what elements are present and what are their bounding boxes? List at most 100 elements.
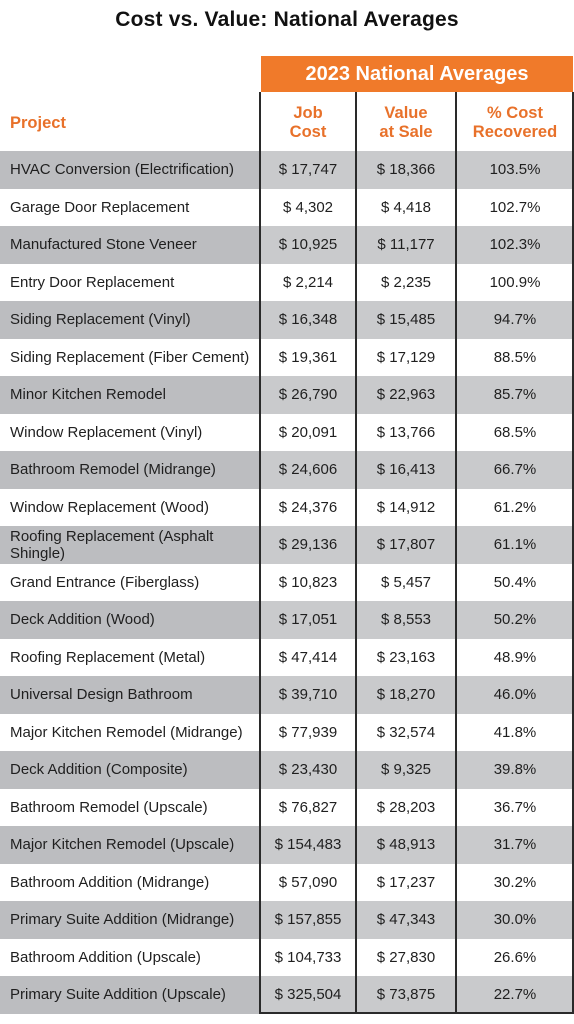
job-cost-cell: $ 47,414 — [278, 648, 338, 666]
table-row: Minor Kitchen Remodel $ 26,790 $ 22,963 85.… — [0, 376, 574, 414]
column-divider — [455, 92, 457, 1014]
job-cost-cell: $ 16,348 — [261, 301, 355, 339]
project-cell: Roofing Replacement (Metal) — [10, 648, 206, 666]
table-row: HVAC Conversion (Electrification) $ 17,74… — [0, 151, 574, 189]
pct-recovered-cell: 50.2% — [457, 601, 573, 639]
job-cost-cell: $ 10,823 — [278, 573, 338, 591]
job-cost-cell: $ 157,855 — [261, 901, 355, 939]
table-row: Primary Suite Addition (Upscale) $ 325,50… — [0, 976, 574, 1014]
column-header-value-at-sale: Value at Sale — [379, 104, 433, 141]
project-cell: Window Replacement (Vinyl) — [10, 423, 203, 441]
value-at-sale-cell: $ 16,413 — [357, 451, 455, 489]
job-cost-cell: $ 29,136 — [261, 526, 355, 564]
pct-recovered-cell: 100.9% — [489, 273, 541, 291]
table-row: Bathroom Remodel (Midrange) $ 24,606 $ 16,… — [0, 451, 574, 489]
group-header: 2023 National Averages — [261, 56, 573, 92]
project-cell: Garage Door Replacement — [10, 198, 190, 216]
job-cost-cell: $ 77,939 — [278, 723, 338, 741]
job-cost-cell: $ 76,827 — [278, 798, 338, 816]
project-cell: Major Kitchen Remodel (Upscale) — [10, 836, 235, 854]
pct-recovered-cell: 88.5% — [493, 348, 537, 366]
job-cost-cell: $ 20,091 — [278, 423, 338, 441]
value-at-sale-cell: $ 17,807 — [357, 526, 455, 564]
pct-recovered-cell: 26.6% — [493, 948, 537, 966]
pct-recovered-cell: 61.2% — [493, 498, 537, 516]
value-at-sale-cell: $ 2,235 — [380, 273, 432, 291]
table-row: Major Kitchen Remodel (Midrange) $ 77,939… — [0, 714, 574, 752]
column-header-project: Project — [10, 113, 66, 132]
job-cost-cell: $ 10,925 — [261, 226, 355, 264]
project-cell: Siding Replacement (Fiber Cement) — [10, 348, 250, 366]
value-at-sale-cell: $ 15,485 — [357, 301, 455, 339]
pct-recovered-cell: 50.4% — [493, 573, 537, 591]
table-row: Roofing Replacement (Metal) $ 47,414 $ 23,… — [0, 639, 574, 677]
value-at-sale-cell: $ 17,129 — [376, 348, 436, 366]
project-cell: Deck Addition (Wood) — [10, 611, 155, 629]
pct-recovered-cell: 30.0% — [457, 901, 573, 939]
table-row: Window Replacement (Wood) $ 24,376 $ 14,91… — [0, 489, 574, 527]
job-cost-cell: $ 26,790 — [261, 376, 355, 414]
value-at-sale-cell: $ 23,163 — [376, 648, 436, 666]
pct-recovered-cell: 102.7% — [489, 198, 541, 216]
pct-recovered-cell: 30.2% — [493, 873, 537, 891]
job-cost-cell: $ 23,430 — [261, 751, 355, 789]
job-cost-cell: $ 17,747 — [261, 151, 355, 189]
column-divider — [572, 92, 574, 1014]
table-row: Deck Addition (Wood) $ 17,051 $ 8,553 50.2% — [0, 601, 574, 639]
project-cell: Major Kitchen Remodel (Midrange) — [10, 723, 243, 741]
project-cell: Manufactured Stone Veneer — [10, 236, 197, 254]
table-bottom-rule — [261, 1012, 574, 1014]
project-cell: Bathroom Addition (Midrange) — [10, 873, 210, 891]
pct-recovered-cell: 61.1% — [457, 526, 573, 564]
pct-recovered-cell: 66.7% — [457, 451, 573, 489]
value-at-sale-cell: $ 27,830 — [376, 948, 436, 966]
table-body: HVAC Conversion (Electrification) $ 17,74… — [0, 151, 574, 1014]
table-row: Bathroom Remodel (Upscale) $ 76,827 $ 28,2… — [0, 789, 574, 827]
pct-recovered-cell: 94.7% — [457, 301, 573, 339]
column-header-job-cost: Job Cost — [289, 104, 327, 141]
pct-recovered-cell: 103.5% — [457, 151, 573, 189]
job-cost-cell: $ 57,090 — [278, 873, 338, 891]
table-row: Garage Door Replacement $ 4,302 $ 4,418 102… — [0, 189, 574, 227]
value-at-sale-cell: $ 47,343 — [357, 901, 455, 939]
project-cell: Universal Design Bathroom — [10, 686, 193, 704]
value-at-sale-cell: $ 13,766 — [376, 423, 436, 441]
project-cell: Bathroom Remodel (Midrange) — [10, 461, 216, 479]
pct-recovered-cell: 102.3% — [457, 226, 573, 264]
project-cell: Grand Entrance (Fiberglass) — [10, 573, 200, 591]
value-at-sale-cell: $ 9,325 — [357, 751, 455, 789]
pct-recovered-cell: 46.0% — [457, 676, 573, 714]
job-cost-cell: $ 4,302 — [282, 198, 334, 216]
table-row: Roofing Replacement (Asphalt Shingle) $ 2… — [0, 526, 574, 564]
job-cost-cell: $ 24,376 — [278, 498, 338, 516]
job-cost-cell: $ 154,483 — [261, 826, 355, 864]
table-row: Universal Design Bathroom $ 39,710 $ 18,27… — [0, 676, 574, 714]
project-cell: HVAC Conversion (Electrification) — [10, 161, 234, 179]
project-cell: Minor Kitchen Remodel — [10, 386, 166, 404]
value-at-sale-cell: $ 32,574 — [376, 723, 436, 741]
value-at-sale-cell: $ 73,875 — [357, 976, 455, 1014]
column-header-pct-recovered: % Cost Recovered — [472, 104, 558, 141]
project-cell: Deck Addition (Composite) — [10, 761, 188, 779]
pct-recovered-cell: 48.9% — [493, 648, 537, 666]
project-cell: Roofing Replacement (Asphalt Shingle) — [10, 527, 214, 562]
value-at-sale-cell: $ 11,177 — [357, 226, 455, 264]
table-row: Manufactured Stone Veneer $ 10,925 $ 11,17… — [0, 226, 574, 264]
pct-recovered-cell: 22.7% — [457, 976, 573, 1014]
value-at-sale-cell: $ 17,237 — [376, 873, 436, 891]
table-row: Grand Entrance (Fiberglass) $ 10,823 $ 5,4… — [0, 564, 574, 602]
table-row: Bathroom Addition (Midrange) $ 57,090 $ 17… — [0, 864, 574, 902]
value-at-sale-cell: $ 18,270 — [357, 676, 455, 714]
job-cost-cell: $ 2,214 — [282, 273, 334, 291]
table-row: Siding Replacement (Vinyl) $ 16,348 $ 15,4… — [0, 301, 574, 339]
table-row: Bathroom Addition (Upscale) $ 104,733 $ 27… — [0, 939, 574, 977]
value-at-sale-cell: $ 4,418 — [380, 198, 432, 216]
column-divider — [259, 92, 261, 1014]
job-cost-cell: $ 104,733 — [274, 948, 342, 966]
value-at-sale-cell: $ 14,912 — [376, 498, 436, 516]
job-cost-cell: $ 39,710 — [261, 676, 355, 714]
pct-recovered-cell: 68.5% — [493, 423, 537, 441]
value-at-sale-cell: $ 8,553 — [357, 601, 455, 639]
project-cell: Bathroom Remodel (Upscale) — [10, 798, 208, 816]
table-row: Major Kitchen Remodel (Upscale) $ 154,483… — [0, 826, 574, 864]
